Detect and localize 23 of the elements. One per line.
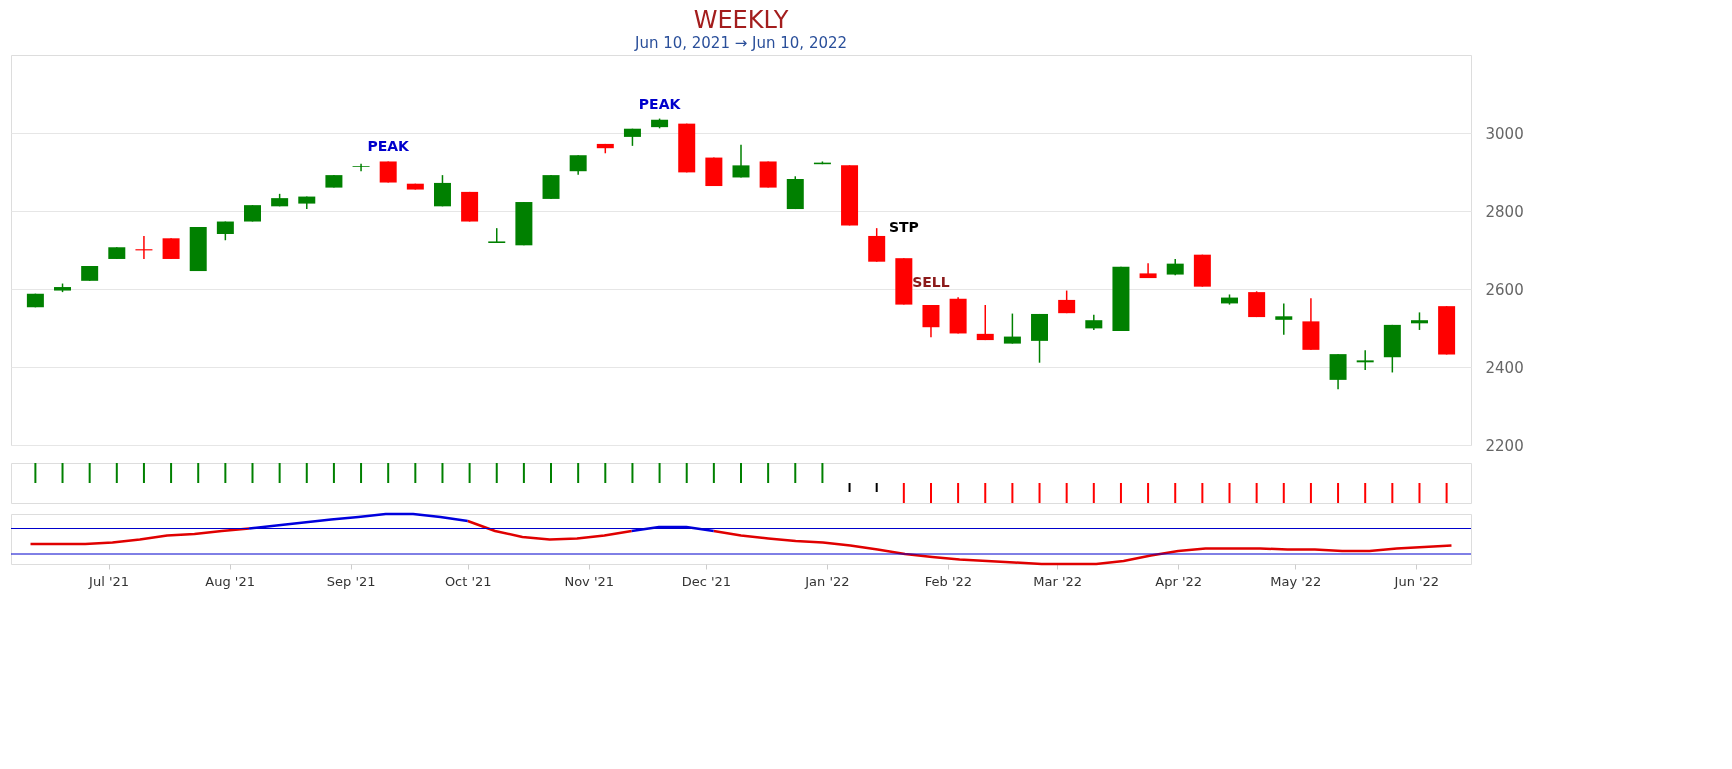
x-tick-label: Jun '22: [1393, 573, 1440, 589]
annotation: PEAK: [367, 138, 411, 155]
annotation: STP: [888, 219, 919, 236]
y-tick-label: 2400: [1485, 358, 1524, 377]
x-tick-label: Aug '21: [205, 573, 255, 589]
x-tick-label: Feb '22: [924, 573, 973, 589]
x-tick-label: Jul '21: [88, 573, 130, 589]
y-tick-label: 2600: [1485, 280, 1524, 299]
x-tick-label: Sep '21: [326, 573, 376, 589]
x-tick-label: Nov '21: [564, 573, 615, 589]
x-tick-label: Jan '22: [804, 573, 850, 589]
x-tick-label: Dec '21: [681, 573, 732, 589]
x-tick-label: Mar '22: [1033, 573, 1083, 589]
chart-subtitle: Jun 10, 2021 → Jun 10, 2022: [633, 34, 848, 52]
chart-title: WEEKLY: [693, 6, 789, 34]
x-tick-label: May '22: [1270, 573, 1322, 589]
y-tick-label: 2800: [1485, 202, 1524, 221]
annotation: PEAK: [638, 95, 682, 112]
x-tick-label: Oct '21: [444, 573, 492, 589]
y-tick-label: 2200: [1485, 436, 1524, 455]
annotation: SELL: [912, 273, 950, 290]
x-tick-label: Apr '22: [1155, 573, 1203, 589]
y-tick-label: 3000: [1485, 124, 1524, 143]
